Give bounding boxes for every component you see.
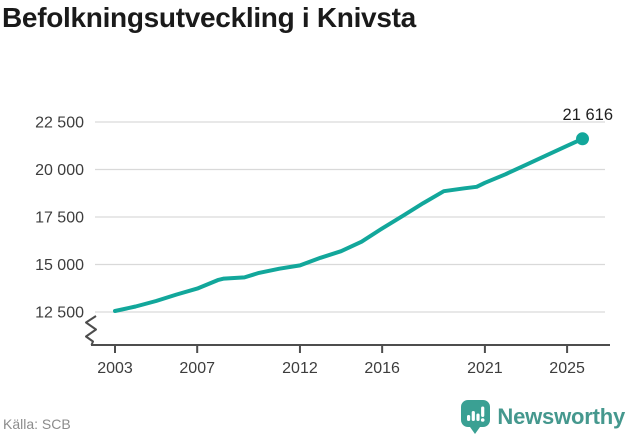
newsworthy-speech-bubble-chart-icon bbox=[461, 400, 491, 434]
x-axis-tick-label: 2012 bbox=[282, 360, 318, 377]
x-axis-tick-label: 2007 bbox=[179, 360, 215, 377]
newsworthy-logo[interactable]: Newsworthy bbox=[461, 400, 625, 434]
y-axis-tick-label: 15 000 bbox=[35, 257, 84, 274]
population-line-chart: 22 500 20 000 17 500 15 000 12 500 2003 2007 20… bbox=[35, 106, 613, 377]
x-axis-tick-label: 2016 bbox=[364, 360, 400, 377]
source-label: Källa: SCB bbox=[3, 416, 71, 432]
y-axis-tick-label: 17 500 bbox=[35, 210, 84, 227]
latest-value-label: 21 616 bbox=[563, 106, 613, 124]
chart-title: Befolkningsutveckling i Knivsta bbox=[2, 2, 416, 33]
y-axis-tick-label: 12 500 bbox=[35, 305, 84, 322]
newsworthy-logo-text: Newsworthy bbox=[497, 404, 625, 429]
x-axis-tick-label: 2021 bbox=[467, 360, 503, 377]
latest-point-marker bbox=[576, 132, 590, 146]
y-axis-tick-label: 20 000 bbox=[35, 162, 84, 179]
y-axis-tick-label: 22 500 bbox=[35, 115, 84, 132]
x-axis-tick-label: 2003 bbox=[97, 360, 133, 377]
population-line bbox=[113, 136, 585, 313]
x-axis-tick-label: 2025 bbox=[549, 360, 585, 377]
axis-break-icon bbox=[85, 315, 97, 346]
